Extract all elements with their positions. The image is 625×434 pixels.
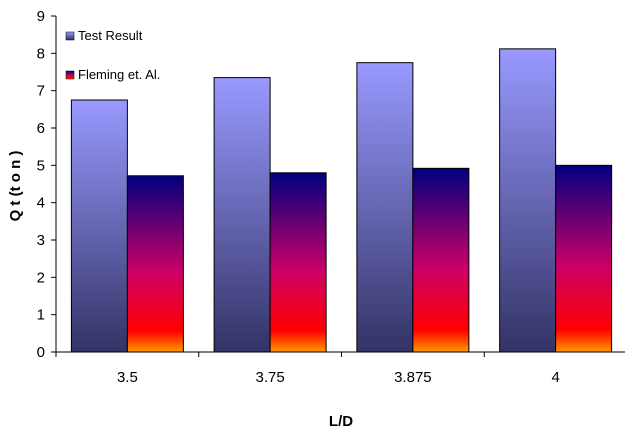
bar-fleming — [126, 175, 184, 353]
legend: Test Result Fleming et. Al. — [65, 28, 160, 82]
y-tick-label: 1 — [37, 307, 45, 324]
y-tick-label: 8 — [37, 45, 45, 62]
x-tick-label: 3.5 — [117, 369, 138, 386]
bar-fleming — [412, 167, 470, 353]
x-tick-label: 3.75 — [256, 369, 285, 386]
y-tick-label: 0 — [37, 344, 45, 361]
legend-swatch-fleming — [65, 70, 75, 80]
x-tick-label: 3.875 — [394, 369, 432, 386]
bar-test-result — [70, 99, 128, 353]
y-tick-label: 9 — [37, 8, 45, 25]
bar-test-result — [213, 77, 271, 353]
bars-layer — [70, 48, 613, 353]
y-tick-label: 2 — [37, 269, 45, 286]
y-axis-ticks: 0 1 2 3 4 5 6 7 8 9 — [37, 8, 56, 361]
bar-test-result — [356, 62, 414, 353]
bar-fleming — [555, 164, 613, 353]
x-tick-label: 4 — [551, 369, 559, 386]
bar-fleming — [269, 172, 327, 353]
y-tick-label: 5 — [37, 157, 45, 174]
y-tick-label: 6 — [37, 120, 45, 137]
legend-swatch-test-result — [65, 31, 75, 41]
x-axis-title: L/D — [329, 413, 353, 430]
bar-test-result — [499, 48, 557, 353]
y-axis-title: Q t (t o n ) — [7, 151, 24, 222]
legend-label-fleming: Fleming et. Al. — [78, 67, 160, 82]
x-axis-ticks: 3.5 3.75 3.875 4 — [55, 352, 560, 386]
y-tick-label: 7 — [37, 83, 45, 100]
legend-label-test-result: Test Result — [78, 28, 143, 43]
y-tick-label: 4 — [37, 195, 45, 212]
y-tick-label: 3 — [37, 232, 45, 249]
